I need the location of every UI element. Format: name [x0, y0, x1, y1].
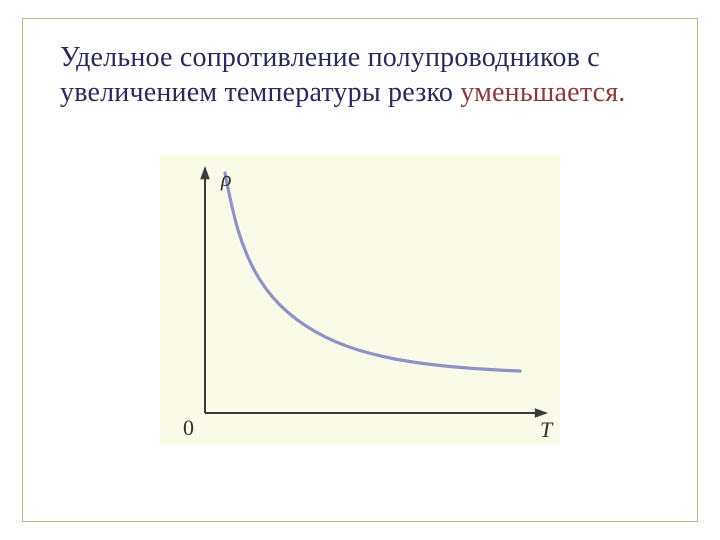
chart-area: ρ T 0 — [160, 155, 560, 445]
slide: Удельное сопротивление полупроводников с… — [0, 0, 720, 540]
y-axis-label: ρ — [220, 166, 232, 191]
x-axis-label: T — [540, 417, 554, 442]
slide-title: Удельное сопротивление полупроводников с… — [60, 40, 690, 110]
chart-svg: ρ T 0 — [160, 155, 560, 445]
chart-container: ρ T 0 — [160, 155, 560, 445]
origin-label: 0 — [183, 415, 194, 440]
title-accent: уменьшается. — [460, 77, 625, 108]
